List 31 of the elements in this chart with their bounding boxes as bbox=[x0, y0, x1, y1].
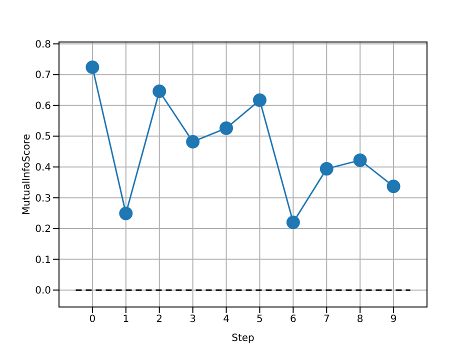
y-tick-label: 0.1 bbox=[35, 254, 51, 266]
y-tick-label: 0.8 bbox=[35, 39, 51, 50]
point bbox=[286, 216, 300, 230]
x-axis-title: Step bbox=[232, 333, 254, 344]
x-tick-label: 1 bbox=[122, 314, 130, 326]
y-tick-label: 0.2 bbox=[35, 224, 51, 236]
x-tick-label: 5 bbox=[256, 314, 263, 326]
point bbox=[353, 153, 367, 167]
x-tick-label: 9 bbox=[390, 314, 397, 326]
point bbox=[86, 60, 100, 74]
point bbox=[186, 134, 200, 148]
y-tick-label: 0.4 bbox=[35, 162, 51, 174]
point bbox=[386, 180, 400, 194]
x-tick-label: 3 bbox=[190, 314, 196, 326]
x-tick-label: 2 bbox=[156, 314, 163, 326]
x-tick-label: 7 bbox=[323, 314, 330, 326]
y-tick-label: 0.6 bbox=[35, 100, 51, 112]
point bbox=[119, 206, 133, 220]
y-axis-title: MutualInfoScore bbox=[22, 134, 33, 216]
x-tick-label: 0 bbox=[89, 314, 96, 326]
y-tick-label: 0.3 bbox=[35, 193, 51, 204]
x-tick-label: 6 bbox=[290, 314, 296, 326]
y-tick-label: 0.5 bbox=[35, 132, 51, 143]
point bbox=[152, 84, 166, 98]
point bbox=[252, 93, 266, 107]
point bbox=[320, 162, 334, 176]
x-tick-label: 4 bbox=[223, 314, 230, 326]
x-tick-label: 8 bbox=[356, 314, 364, 326]
y-tick-label: 0.7 bbox=[35, 70, 51, 82]
point bbox=[220, 121, 234, 135]
y-tick-label: 0.0 bbox=[35, 286, 51, 297]
